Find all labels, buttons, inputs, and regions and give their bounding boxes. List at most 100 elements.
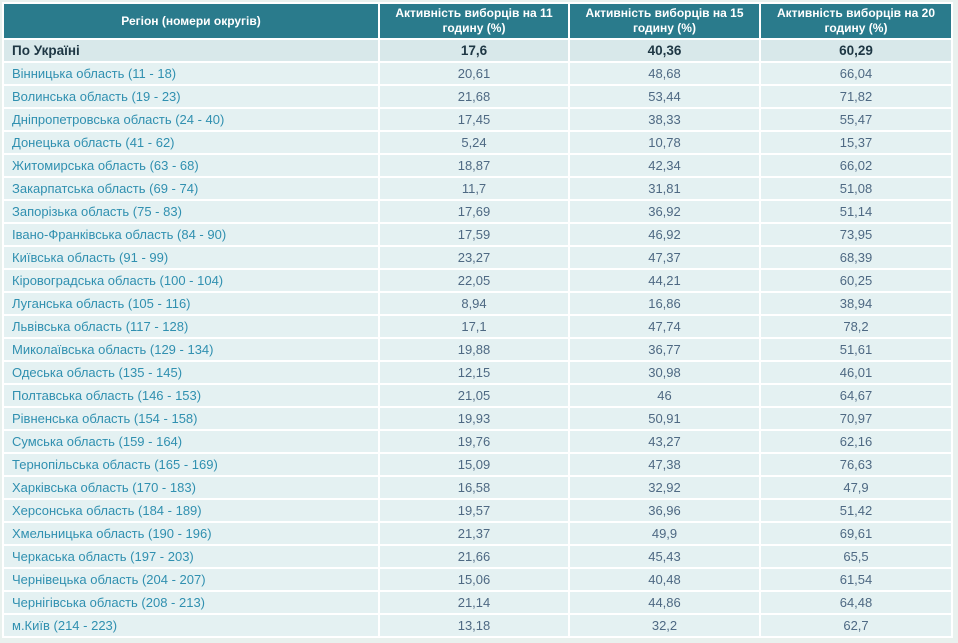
summary-row: По Україні 17,6 40,36 60,29	[4, 40, 951, 61]
turnout-value: 47,37	[570, 247, 759, 268]
table-row: Луганська область (105 - 116) 8,94 16,86 38…	[4, 293, 951, 314]
region-link[interactable]: Кіровоградська область (100 - 104)	[4, 270, 378, 291]
summary-region-label: По Україні	[4, 40, 378, 61]
turnout-value: 76,63	[761, 454, 951, 475]
table-row: Дніпропетровська область (24 - 40) 17,45 3…	[4, 109, 951, 130]
column-header-turnout-11: Активність виборців на 11 годину (%)	[380, 4, 568, 38]
turnout-value: 21,14	[380, 592, 568, 613]
turnout-value: 17,45	[380, 109, 568, 130]
region-link[interactable]: Львівська область (117 - 128)	[4, 316, 378, 337]
turnout-value: 68,39	[761, 247, 951, 268]
region-link[interactable]: Чернігівська область (208 - 213)	[4, 592, 378, 613]
region-link[interactable]: Рівненська область (154 - 158)	[4, 408, 378, 429]
turnout-value: 12,15	[380, 362, 568, 383]
region-link[interactable]: Миколаївська область (129 - 134)	[4, 339, 378, 360]
turnout-value: 19,93	[380, 408, 568, 429]
table-row: Миколаївська область (129 - 134) 19,88 36,…	[4, 339, 951, 360]
region-link[interactable]: Івано-Франківська область (84 - 90)	[4, 224, 378, 245]
turnout-value: 21,05	[380, 385, 568, 406]
turnout-value: 48,68	[570, 63, 759, 84]
region-link[interactable]: Херсонська область (184 - 189)	[4, 500, 378, 521]
turnout-value: 66,04	[761, 63, 951, 84]
turnout-value: 38,33	[570, 109, 759, 130]
region-link[interactable]: Полтавська область (146 - 153)	[4, 385, 378, 406]
turnout-value: 70,97	[761, 408, 951, 429]
region-link[interactable]: Черкаська область (197 - 203)	[4, 546, 378, 567]
region-link[interactable]: Запорізька область (75 - 83)	[4, 201, 378, 222]
turnout-value: 31,81	[570, 178, 759, 199]
turnout-value: 18,87	[380, 155, 568, 176]
region-link[interactable]: м.Київ (214 - 223)	[4, 615, 378, 636]
table-row: Вінницька область (11 - 18) 20,61 48,68 66,…	[4, 63, 951, 84]
region-link[interactable]: Вінницька область (11 - 18)	[4, 63, 378, 84]
turnout-value: 40,48	[570, 569, 759, 590]
region-link[interactable]: Дніпропетровська область (24 - 40)	[4, 109, 378, 130]
turnout-value: 51,61	[761, 339, 951, 360]
turnout-value: 51,42	[761, 500, 951, 521]
table-row: Сумська область (159 - 164) 19,76 43,27 62,…	[4, 431, 951, 452]
turnout-value: 78,2	[761, 316, 951, 337]
table-row: Житомирська область (63 - 68) 18,87 42,34 6…	[4, 155, 951, 176]
table-row: Київська область (91 - 99) 23,27 47,37 68,3…	[4, 247, 951, 268]
region-link[interactable]: Харківська область (170 - 183)	[4, 477, 378, 498]
summary-turnout-11: 17,6	[380, 40, 568, 61]
turnout-value: 66,02	[761, 155, 951, 176]
table-row: Тернопільська область (165 - 169) 15,09 47…	[4, 454, 951, 475]
turnout-value: 36,92	[570, 201, 759, 222]
turnout-value: 13,18	[380, 615, 568, 636]
table-row: Рівненська область (154 - 158) 19,93 50,91…	[4, 408, 951, 429]
turnout-value: 17,69	[380, 201, 568, 222]
region-link[interactable]: Тернопільська область (165 - 169)	[4, 454, 378, 475]
region-link[interactable]: Сумська область (159 - 164)	[4, 431, 378, 452]
turnout-value: 30,98	[570, 362, 759, 383]
turnout-value: 20,61	[380, 63, 568, 84]
turnout-value: 47,38	[570, 454, 759, 475]
turnout-value: 49,9	[570, 523, 759, 544]
turnout-value: 32,2	[570, 615, 759, 636]
turnout-value: 21,37	[380, 523, 568, 544]
region-link[interactable]: Донецька область (41 - 62)	[4, 132, 378, 153]
region-link[interactable]: Луганська область (105 - 116)	[4, 293, 378, 314]
turnout-value: 51,08	[761, 178, 951, 199]
turnout-value: 16,86	[570, 293, 759, 314]
turnout-value: 69,61	[761, 523, 951, 544]
turnout-value: 55,47	[761, 109, 951, 130]
turnout-value: 46	[570, 385, 759, 406]
turnout-value: 64,67	[761, 385, 951, 406]
turnout-value: 19,88	[380, 339, 568, 360]
region-link[interactable]: Київська область (91 - 99)	[4, 247, 378, 268]
table-row: Чернігівська область (208 - 213) 21,14 44,…	[4, 592, 951, 613]
region-link[interactable]: Одеська область (135 - 145)	[4, 362, 378, 383]
turnout-value: 36,96	[570, 500, 759, 521]
summary-turnout-15: 40,36	[570, 40, 759, 61]
turnout-value: 21,66	[380, 546, 568, 567]
turnout-value: 45,43	[570, 546, 759, 567]
turnout-value: 44,21	[570, 270, 759, 291]
turnout-value: 22,05	[380, 270, 568, 291]
turnout-value: 15,06	[380, 569, 568, 590]
turnout-value: 15,37	[761, 132, 951, 153]
table-row: Кіровоградська область (100 - 104) 22,05 4…	[4, 270, 951, 291]
turnout-value: 44,86	[570, 592, 759, 613]
summary-turnout-20: 60,29	[761, 40, 951, 61]
turnout-value: 65,5	[761, 546, 951, 567]
region-link[interactable]: Житомирська область (63 - 68)	[4, 155, 378, 176]
table-row: Волинська область (19 - 23) 21,68 53,44 71,…	[4, 86, 951, 107]
table-row: Запорізька область (75 - 83) 17,69 36,92 51…	[4, 201, 951, 222]
turnout-value: 19,57	[380, 500, 568, 521]
table-row: м.Київ (214 - 223) 13,18 32,2 62,7	[4, 615, 951, 636]
region-link[interactable]: Волинська область (19 - 23)	[4, 86, 378, 107]
region-link[interactable]: Хмельницька область (190 - 196)	[4, 523, 378, 544]
column-header-region: Регіон (номери округів)	[4, 4, 378, 38]
region-link[interactable]: Чернівецька область (204 - 207)	[4, 569, 378, 590]
turnout-value: 46,92	[570, 224, 759, 245]
region-link[interactable]: Закарпатська область (69 - 74)	[4, 178, 378, 199]
turnout-value: 19,76	[380, 431, 568, 452]
turnout-value: 21,68	[380, 86, 568, 107]
header-row: Регіон (номери округів) Активність вибор…	[4, 4, 951, 38]
table-row: Івано-Франківська область (84 - 90) 17,59…	[4, 224, 951, 245]
table-row: Черкаська область (197 - 203) 21,66 45,43 6…	[4, 546, 951, 567]
turnout-value: 62,16	[761, 431, 951, 452]
table-row: Одеська область (135 - 145) 12,15 30,98 46,…	[4, 362, 951, 383]
